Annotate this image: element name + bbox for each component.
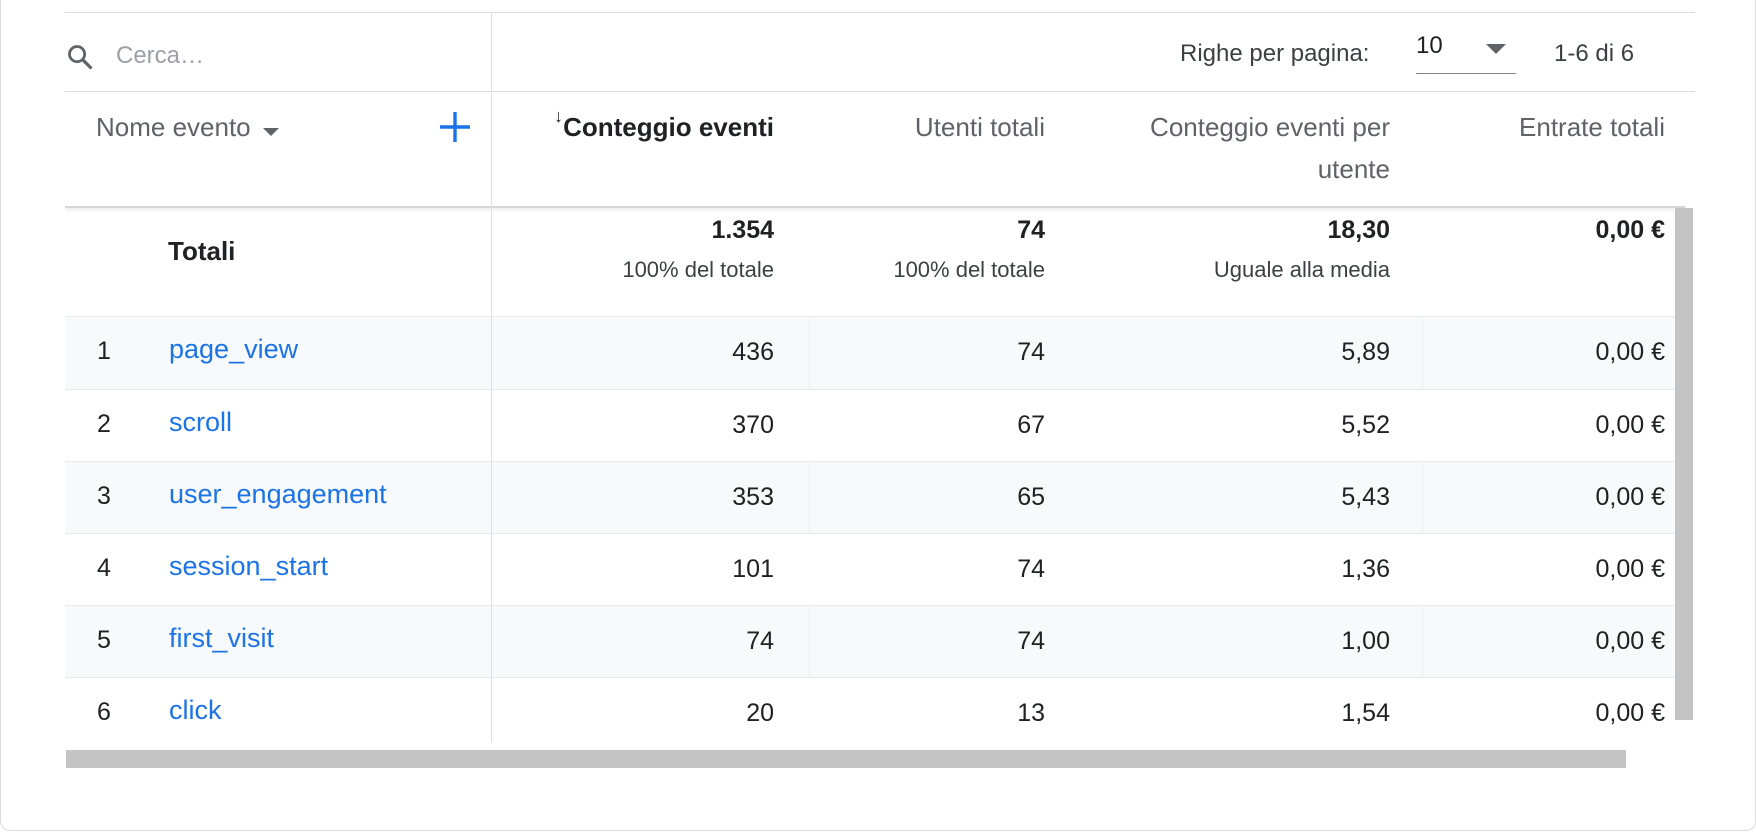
cell-total-users: 13 (1017, 699, 1045, 727)
search-icon (68, 45, 93, 70)
row-divider (65, 461, 1675, 462)
cell-events-per-user: 1,36 (1341, 555, 1390, 583)
event-name-link[interactable]: click (169, 695, 222, 725)
add-dimension-button[interactable] (438, 110, 472, 144)
cell-event-count: 20 (746, 699, 774, 727)
cell-event-count: 74 (746, 627, 774, 655)
row-index: 3 (97, 482, 111, 510)
cell-event-count: 436 (732, 338, 774, 366)
cell-total-revenue: 0,00 € (1595, 699, 1665, 727)
row-divider (65, 605, 1675, 606)
cell-total-users: 74 (1017, 627, 1045, 655)
totals-events-per-user: 18,30 Uguale alla media (1080, 216, 1390, 283)
cell-total-revenue: 0,00 € (1595, 411, 1665, 439)
row-divider (65, 677, 1675, 678)
row-index: 4 (97, 554, 111, 582)
event-name-link[interactable]: user_engagement (169, 479, 387, 509)
rows-per-page-label: Righe per pagina: (1180, 40, 1370, 67)
column-divider (1422, 317, 1423, 389)
rows-per-page-value: 10 (1416, 32, 1443, 59)
cell-total-revenue: 0,00 € (1595, 483, 1665, 511)
col-events-per-user-line1: Conteggio eventi per (1150, 112, 1390, 142)
row-index: 1 (97, 337, 111, 365)
column-divider (809, 317, 810, 389)
column-divider (809, 462, 810, 533)
col-total-revenue-header[interactable]: Entrate totali (1519, 112, 1665, 142)
totals-label: Totali (168, 236, 236, 266)
row-index: 2 (97, 410, 111, 438)
cell-events-per-user: 5,89 (1341, 338, 1390, 366)
arrow-down-icon: ↓ (554, 106, 564, 126)
dimension-header-label: Nome evento (96, 112, 251, 142)
column-divider (1422, 606, 1423, 677)
cell-event-count: 370 (732, 411, 774, 439)
event-name-link[interactable]: page_view (169, 334, 299, 364)
event-name-link[interactable]: session_start (169, 551, 329, 581)
pagination-range: 1-6 di 6 (1554, 40, 1635, 67)
totals-total-users: 74 100% del totale (810, 216, 1045, 283)
column-divider (809, 606, 810, 677)
cell-event-count: 101 (732, 555, 774, 583)
table-row: 6 click 20 13 1,54 0,00 € (65, 678, 1675, 750)
totals-event-count-value: 1.354 (711, 216, 774, 244)
cell-events-per-user: 5,43 (1341, 483, 1390, 511)
totals-total-revenue: 0,00 € (1440, 216, 1665, 245)
top-divider (65, 12, 1695, 13)
column-divider (1422, 462, 1423, 533)
table-row: 5 first_visit 74 74 1,00 0,00 € (65, 606, 1675, 678)
cell-events-per-user: 5,52 (1341, 411, 1390, 439)
toolbar-divider (491, 13, 492, 91)
cell-total-users: 65 (1017, 483, 1045, 511)
row-divider (65, 389, 1675, 390)
horizontal-scrollbar[interactable] (66, 750, 1626, 768)
col-events-per-user-header[interactable]: Conteggio eventi per utente (1080, 106, 1390, 190)
totals-total-revenue-value: 0,00 € (1595, 216, 1665, 244)
vertical-scrollbar[interactable] (1675, 208, 1693, 720)
totals-event-count-sub: 100% del totale (622, 257, 774, 282)
cell-events-per-user: 1,00 (1341, 627, 1390, 655)
row-index: 6 (97, 698, 111, 726)
totals-bottom-divider (65, 316, 1675, 317)
cell-event-count: 353 (732, 483, 774, 511)
event-name-link[interactable]: scroll (169, 407, 233, 437)
totals-total-users-sub: 100% del totale (893, 257, 1045, 282)
table-row: 3 user_engagement 353 65 5,43 0,00 € (65, 462, 1675, 534)
dimension-header[interactable]: Nome evento (96, 106, 280, 148)
rows-per-page-select[interactable]: 10 (1416, 32, 1516, 74)
table-row: 2 scroll 370 67 5,52 0,00 € (65, 390, 1675, 462)
search-input[interactable] (116, 38, 476, 74)
cell-total-users: 74 (1017, 338, 1045, 366)
caret-down-icon (263, 127, 280, 136)
totals-event-count: 1.354 100% del totale (520, 216, 774, 283)
row-index: 5 (97, 626, 111, 654)
cell-total-revenue: 0,00 € (1595, 555, 1665, 583)
cell-total-users: 74 (1017, 555, 1045, 583)
event-name-link[interactable]: first_visit (169, 623, 275, 653)
dimension-column-divider (491, 91, 492, 742)
col-total-users-header[interactable]: Utenti totali (914, 112, 1045, 142)
cell-events-per-user: 1,54 (1341, 699, 1390, 727)
cell-total-users: 67 (1017, 411, 1045, 439)
table-row: 4 session_start 101 74 1,36 0,00 € (65, 534, 1675, 606)
col-event-count-label: Conteggio eventi (563, 112, 774, 142)
col-events-per-user-line2: utente (1317, 154, 1390, 184)
cell-total-revenue: 0,00 € (1595, 338, 1665, 366)
row-divider (65, 533, 1675, 534)
caret-down-icon (1486, 44, 1506, 54)
cell-total-revenue: 0,00 € (1595, 627, 1665, 655)
totals-total-users-value: 74 (1017, 216, 1045, 244)
col-event-count-header[interactable]: ↓Conteggio eventi (520, 106, 774, 148)
toolbar-bottom-divider (65, 91, 1695, 92)
totals-events-per-user-value: 18,30 (1327, 216, 1390, 244)
table-row: 1 page_view 436 74 5,89 0,00 € (65, 317, 1675, 389)
totals-events-per-user-sub: Uguale alla media (1213, 257, 1390, 282)
header-bottom-divider (65, 206, 1685, 208)
